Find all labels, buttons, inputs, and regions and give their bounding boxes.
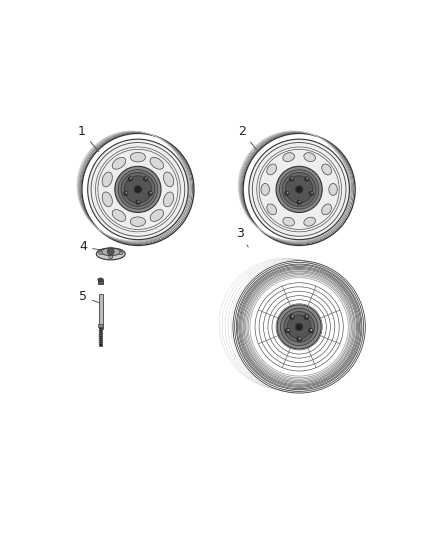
Ellipse shape [311,329,312,331]
Ellipse shape [150,192,152,193]
Ellipse shape [138,200,140,203]
Ellipse shape [267,204,276,215]
Ellipse shape [322,164,332,175]
Ellipse shape [134,185,141,193]
Text: 5: 5 [79,290,102,304]
Ellipse shape [143,177,148,181]
Ellipse shape [308,328,313,333]
Ellipse shape [322,204,332,215]
Ellipse shape [304,217,315,226]
Ellipse shape [299,200,301,203]
Ellipse shape [115,166,161,213]
Ellipse shape [130,177,132,179]
Ellipse shape [112,209,126,221]
Ellipse shape [297,200,301,205]
Ellipse shape [98,278,103,281]
Text: 2: 2 [238,125,257,150]
Ellipse shape [121,172,155,206]
Ellipse shape [285,191,289,196]
Ellipse shape [277,305,321,349]
Ellipse shape [306,316,308,317]
Ellipse shape [285,328,290,333]
Bar [98,324,103,327]
Ellipse shape [280,308,318,345]
Ellipse shape [88,139,188,240]
Ellipse shape [128,177,133,181]
Ellipse shape [145,177,147,179]
Ellipse shape [291,177,293,179]
Ellipse shape [287,329,289,331]
Bar [98,280,103,285]
Ellipse shape [109,255,113,259]
Ellipse shape [267,164,276,175]
Ellipse shape [101,248,121,256]
Ellipse shape [150,209,164,221]
Ellipse shape [287,315,311,339]
Ellipse shape [329,183,337,195]
Ellipse shape [299,337,301,340]
Ellipse shape [163,172,174,187]
Text: 4: 4 [79,240,115,254]
Ellipse shape [261,183,269,195]
Ellipse shape [91,142,185,236]
Bar [99,294,102,329]
Circle shape [107,248,114,255]
Ellipse shape [282,172,316,206]
Text: 1: 1 [78,125,99,151]
Ellipse shape [295,185,303,193]
Ellipse shape [284,312,314,342]
Ellipse shape [102,192,112,207]
Ellipse shape [130,217,145,227]
Ellipse shape [148,191,152,196]
Ellipse shape [297,337,301,342]
Ellipse shape [109,247,113,251]
Text: 3: 3 [237,227,248,247]
Ellipse shape [304,314,309,319]
Ellipse shape [304,177,309,181]
Ellipse shape [311,192,313,193]
Ellipse shape [124,191,128,196]
Ellipse shape [304,152,315,161]
Ellipse shape [283,217,294,226]
Ellipse shape [125,192,127,193]
Ellipse shape [99,251,102,255]
Ellipse shape [307,177,308,179]
Ellipse shape [290,177,294,181]
Ellipse shape [150,157,164,169]
Ellipse shape [130,152,145,162]
Ellipse shape [279,169,319,209]
Ellipse shape [286,176,313,203]
Ellipse shape [102,172,112,187]
Ellipse shape [290,314,294,319]
Ellipse shape [112,157,126,169]
Ellipse shape [276,166,322,213]
Ellipse shape [119,251,123,255]
Ellipse shape [96,248,125,260]
Ellipse shape [295,323,303,330]
Ellipse shape [309,191,314,196]
Ellipse shape [249,139,350,240]
Ellipse shape [252,142,346,236]
Ellipse shape [283,152,294,161]
Ellipse shape [286,192,289,193]
Ellipse shape [292,316,293,317]
Ellipse shape [136,200,140,205]
Ellipse shape [163,192,174,207]
Bar [99,327,102,345]
Ellipse shape [124,176,152,203]
Ellipse shape [118,169,158,209]
